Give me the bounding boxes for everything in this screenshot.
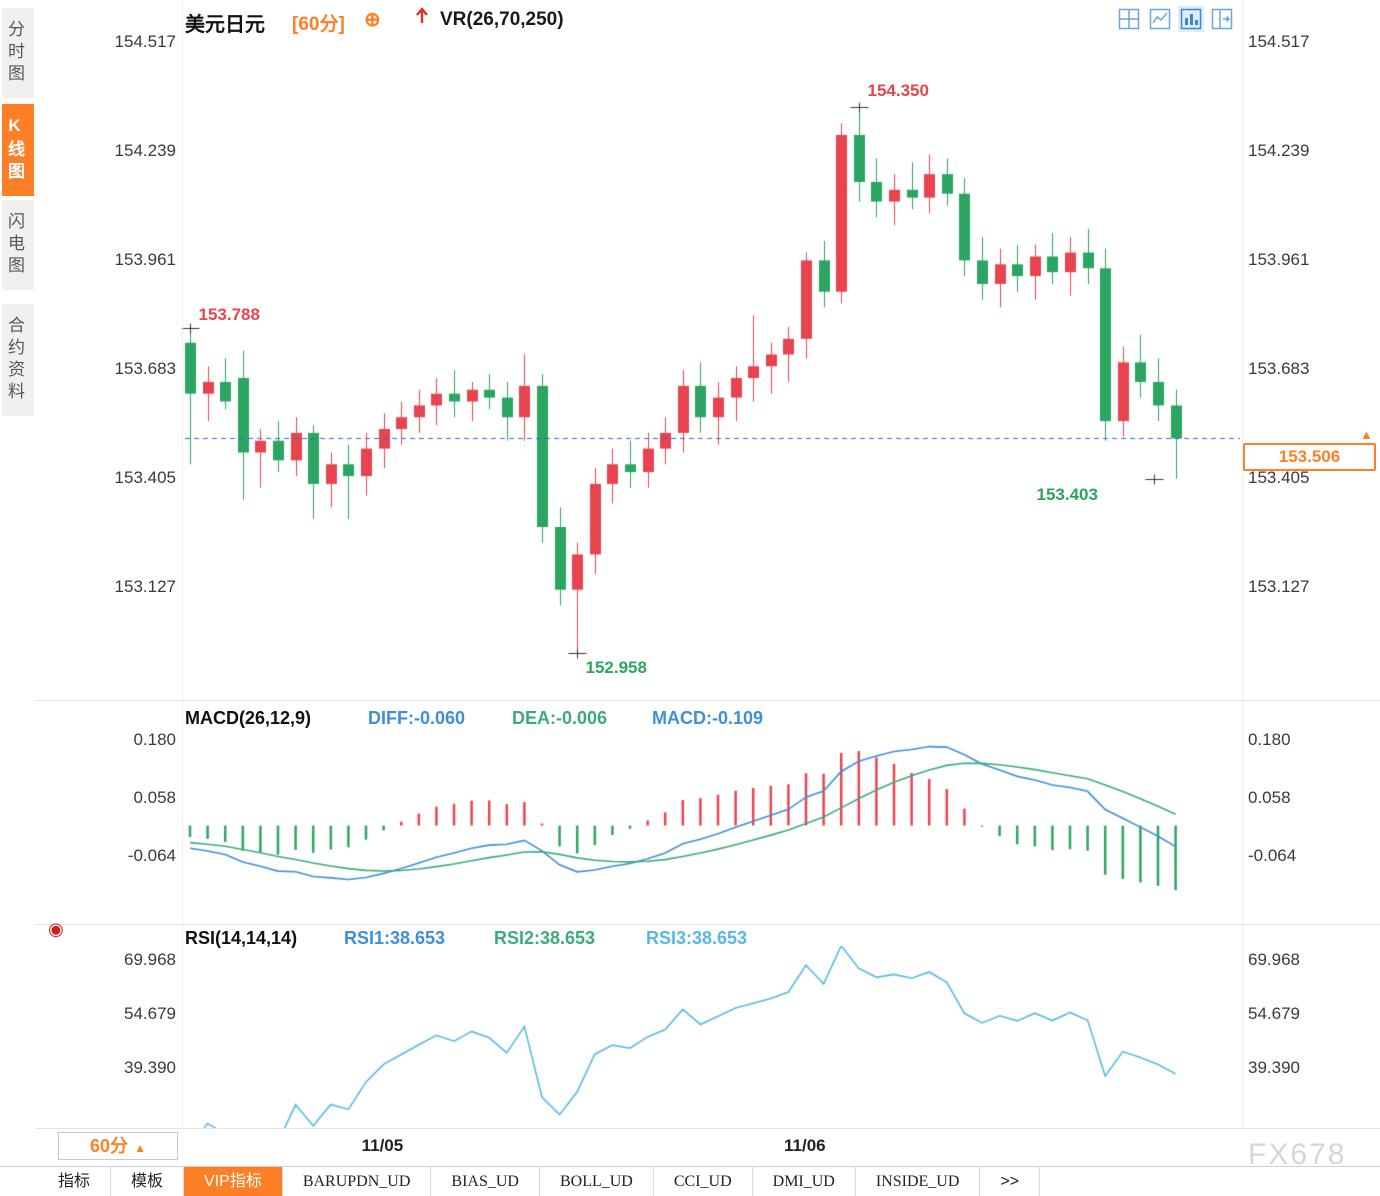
sidebar-item-flash-chart[interactable]: 闪电图 (2, 200, 34, 290)
dropdown-arrow-icon: ▲ (134, 1141, 146, 1155)
price-axis-left: 154.517 154.239 153.961 153.683 153.405 153.1… (40, 0, 176, 1128)
rsi-title: RSI(14,14,14) (185, 928, 298, 948)
date-label: 11/05 (361, 1136, 404, 1155)
price-axis-tick: 153.961 (1248, 250, 1310, 269)
timeframe-label: 60分 (90, 1136, 129, 1156)
bottom-tab[interactable]: DMI_UD (753, 1167, 856, 1196)
symbol-title: 美元日元 (185, 14, 265, 36)
rsi-axis-tick: 39.390 (1248, 1058, 1300, 1077)
macd-dea-value: DEA:-0.006 (512, 708, 608, 728)
layout-split-pane-icon[interactable] (1209, 6, 1235, 32)
bottom-tab[interactable]: 指标 (38, 1167, 112, 1196)
macd-axis-tick: 0.180 (1248, 730, 1291, 749)
watermark: FX678 (1248, 1138, 1347, 1171)
bottom-tab[interactable]: BARUPDN_UD (283, 1167, 432, 1196)
timeframe-badge[interactable]: [60分] (292, 14, 345, 35)
price-axis-tick: 154.239 (1248, 141, 1310, 160)
macd-axis-tick: -0.064 (1248, 846, 1297, 865)
bottom-tab[interactable]: BIAS_UD (431, 1167, 540, 1196)
rsi-panel-marker-icon[interactable]: ◉ (48, 919, 64, 939)
macd-hist-value: MACD:-0.109 (652, 708, 764, 728)
price-axis-tick: 153.127 (114, 577, 176, 596)
macd-axis-tick: 0.180 (133, 730, 176, 749)
price-axis-tick: 154.517 (114, 32, 176, 51)
bottom-tab[interactable]: >> (980, 1167, 1041, 1196)
rsi-axis-tick: 69.968 (124, 950, 176, 969)
price-axis-tick: 154.239 (114, 141, 176, 160)
current-price-tag: 153.506 (1243, 442, 1376, 471)
layout-grid-icon[interactable] (1116, 6, 1142, 32)
price-up-arrow-icon: ▲ (1360, 426, 1373, 442)
macd-axis-tick: 0.058 (1248, 788, 1291, 807)
bottom-tab[interactable]: 模板 (111, 1167, 185, 1196)
chart-layout-toolbar (1116, 6, 1235, 32)
add-indicator-icon[interactable]: ⊕ (364, 9, 381, 31)
rsi1-value: RSI1:38.653 (344, 928, 446, 948)
rsi3-value: RSI3:38.653 (646, 928, 748, 948)
rsi-axis-tick: 69.968 (1248, 950, 1300, 969)
panel-separator-macd (36, 700, 1380, 701)
axis-separator-right (1242, 0, 1243, 1128)
rsi-axis-tick: 54.679 (124, 1004, 176, 1023)
sidebar-item-kline-chart[interactable]: K线图 (2, 104, 34, 196)
rsi-axis-tick: 54.679 (1248, 1004, 1300, 1023)
bottom-tab[interactable]: BOLL_UD (540, 1167, 654, 1196)
bottom-tab[interactable]: VIP指标 (184, 1167, 283, 1196)
price-axis-tick: 153.127 (1248, 577, 1310, 596)
timeframe-selector[interactable]: 60分 ▲ (58, 1132, 178, 1160)
price-axis-tick: 154.517 (1248, 32, 1310, 51)
bottom-tab-bar: 指标 模板 VIP指标 BARUPDN_UD BIAS_UD BOLL_UD CCI_UD D… (0, 1166, 1380, 1196)
bottom-tab[interactable]: INSIDE_UD (856, 1167, 981, 1196)
date-label: 11/06 (784, 1136, 826, 1155)
layout-bar-chart-icon[interactable] (1178, 6, 1204, 32)
price-axis-tick: 153.405 (1248, 468, 1310, 487)
vr-indicator-label: VR(26,70,250) (440, 9, 564, 30)
macd-diff-value: DIFF:-0.060 (368, 708, 466, 728)
macd-title: MACD(26,12,9) (185, 708, 312, 728)
price-axis-tick: 153.683 (114, 359, 176, 378)
up-arrow-icon (412, 5, 432, 32)
axis-separator-left (182, 0, 183, 1128)
macd-axis-tick: -0.064 (127, 846, 176, 865)
price-axis-tick: 153.405 (114, 468, 176, 487)
price-axis-tick: 153.683 (1248, 359, 1310, 378)
layout-line-chart-icon[interactable] (1147, 6, 1173, 32)
sidebar-item-time-chart[interactable]: 分时图 (2, 8, 34, 98)
sidebar-item-contract-info[interactable]: 合约资料 (2, 304, 34, 416)
price-axis-tick: 153.961 (114, 250, 176, 269)
rsi-axis-tick: 39.390 (124, 1058, 176, 1077)
price-axis-right: 154.517 154.239 153.961 153.683 153.405 153.1… (1248, 0, 1378, 1128)
panel-separator-rsi (36, 924, 1380, 925)
rsi2-value: RSI2:38.653 (494, 928, 596, 948)
panel-separator-timeline (36, 1128, 1380, 1129)
macd-axis-tick: 0.058 (133, 788, 176, 807)
bottom-tab[interactable]: CCI_UD (654, 1167, 753, 1196)
